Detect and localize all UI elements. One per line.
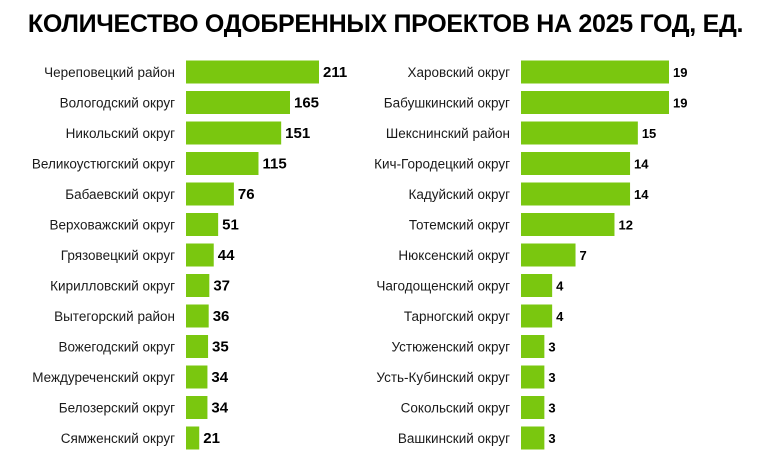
- bar: [521, 91, 669, 114]
- bar: [186, 121, 282, 145]
- category-label: Сямженский округ: [61, 431, 175, 446]
- category-label: Шекснинский район: [386, 126, 510, 141]
- bar: [521, 121, 638, 145]
- data-label: 21: [203, 430, 220, 447]
- category-label: Белозерский округ: [59, 401, 175, 416]
- category-label: Никольский округ: [66, 126, 175, 141]
- bar: [186, 213, 219, 236]
- data-label: 7: [580, 248, 587, 263]
- category-label: Кич-Городецкий округ: [374, 157, 510, 172]
- data-label: 4: [556, 279, 564, 294]
- data-label: 51: [222, 217, 239, 234]
- bar: [521, 213, 615, 236]
- data-label: 4: [556, 309, 564, 324]
- data-label: 3: [548, 431, 555, 446]
- data-label: 44: [218, 247, 235, 264]
- bar: [521, 365, 545, 389]
- bar: [521, 182, 631, 206]
- bar: [521, 152, 631, 175]
- category-label: Устюженский округ: [391, 340, 510, 355]
- bar: [186, 152, 259, 175]
- category-label: Череповецкий район: [44, 65, 175, 80]
- data-label: 15: [642, 126, 656, 141]
- data-label: 19: [673, 96, 687, 111]
- category-label: Вытегорский район: [54, 309, 175, 324]
- bar: [186, 335, 209, 358]
- bar: [521, 274, 553, 297]
- chart-title: КОЛИЧЕСТВО ОДОБРЕННЫХ ПРОЕКТОВ НА 2025 Г…: [27, 10, 744, 38]
- bar: [186, 60, 319, 84]
- category-label: Грязовецкий округ: [61, 248, 175, 263]
- category-label: Усть-Кубинский округ: [376, 370, 510, 385]
- data-label: 151: [285, 125, 310, 142]
- data-label: 3: [548, 401, 555, 416]
- data-label: 37: [213, 278, 230, 295]
- category-label: Тотемский округ: [409, 218, 510, 233]
- data-label: 12: [618, 218, 632, 233]
- category-label: Кирилловский округ: [50, 279, 175, 294]
- data-label: 14: [634, 157, 649, 172]
- bar: [521, 243, 576, 267]
- bar: [186, 91, 291, 114]
- bar: [521, 60, 669, 84]
- bar: [521, 396, 545, 419]
- bar: [186, 396, 208, 419]
- bar: [186, 365, 208, 389]
- data-label: 36: [213, 308, 230, 325]
- bar: [186, 426, 200, 450]
- bar: [186, 274, 210, 297]
- data-label: 34: [211, 369, 228, 386]
- data-label: 3: [548, 370, 555, 385]
- category-label: Бабушкинский округ: [384, 96, 510, 111]
- bar: [186, 182, 234, 206]
- chart-panel-2: Харовский округ 19 Бабушкинский округ 19 Шек…: [374, 60, 687, 450]
- category-label: Чагодощенский округ: [376, 279, 510, 294]
- category-label: Тарногский округ: [404, 309, 510, 324]
- category-label: Вашкинский округ: [398, 431, 510, 446]
- category-label: Великоустюгский округ: [32, 157, 175, 172]
- category-label: Кадуйский округ: [409, 187, 511, 202]
- data-label: 165: [294, 95, 319, 112]
- bar: [521, 335, 545, 358]
- category-label: Харовский округ: [408, 65, 511, 80]
- data-label: 19: [673, 65, 687, 80]
- category-label: Вологодский округ: [60, 96, 175, 111]
- data-label: 34: [211, 400, 228, 417]
- category-label: Верховажский округ: [50, 218, 176, 233]
- data-label: 76: [238, 186, 255, 203]
- bar: [186, 243, 214, 267]
- chart-panel-1: Череповецкий район 211 Вологодский округ 16…: [32, 60, 347, 450]
- bar: [186, 304, 209, 328]
- category-label: Междуреченский округ: [32, 370, 175, 385]
- data-label: 115: [262, 156, 286, 173]
- data-label: 35: [212, 339, 229, 356]
- category-label: Бабаевский округ: [65, 187, 175, 202]
- category-label: Сокольский округ: [401, 401, 510, 416]
- bar: [521, 304, 553, 328]
- bar: [521, 426, 545, 450]
- data-label: 211: [323, 64, 347, 81]
- category-label: Нюксенский округ: [398, 248, 510, 263]
- data-label: 14: [634, 187, 649, 202]
- data-label: 3: [548, 340, 555, 355]
- category-label: Вожегодский округ: [58, 340, 175, 355]
